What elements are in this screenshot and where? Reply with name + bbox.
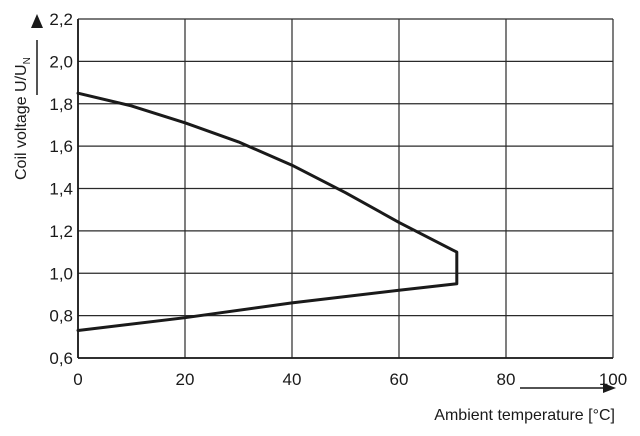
y-tick-label: 0,8: [49, 307, 73, 326]
y-tick-label: 0,6: [49, 349, 73, 368]
y-axis-label-subscript: N: [22, 57, 33, 64]
y-tick-labels: 0,6 0,8 1,0 1,2 1,4 1,6 1,8 2,0 2,2: [49, 10, 73, 368]
y-axis-label-main: Coil voltage U/U: [13, 64, 30, 180]
axes: [77, 19, 613, 359]
x-tick-label: 40: [283, 370, 302, 389]
x-axis-label: Ambient temperature [°C]: [434, 407, 615, 424]
x-tick-label: 60: [390, 370, 409, 389]
x-tick-label: 20: [176, 370, 195, 389]
y-tick-label: 1,8: [49, 95, 73, 114]
y-tick-label: 2,2: [49, 10, 73, 29]
x-tick-label: 80: [497, 370, 516, 389]
series-layer: [76, 91, 459, 332]
y-axis-arrow: [31, 14, 43, 95]
y-axis-label: Coil voltage U/UN: [13, 57, 33, 180]
horizontal-gridlines: [78, 18, 613, 359]
series-line: [76, 91, 459, 332]
y-tick-label: 1,4: [49, 180, 73, 199]
x-tick-label: 0: [73, 370, 82, 389]
x-tick-labels: 0 20 40 60 80 100: [73, 370, 627, 389]
y-tick-label: 2,0: [49, 52, 73, 71]
x-axis-arrow: [520, 383, 616, 393]
y-tick-label: 1,2: [49, 222, 73, 241]
y-tick-label: 1,0: [49, 264, 73, 283]
y-tick-label: 1,6: [49, 137, 73, 156]
